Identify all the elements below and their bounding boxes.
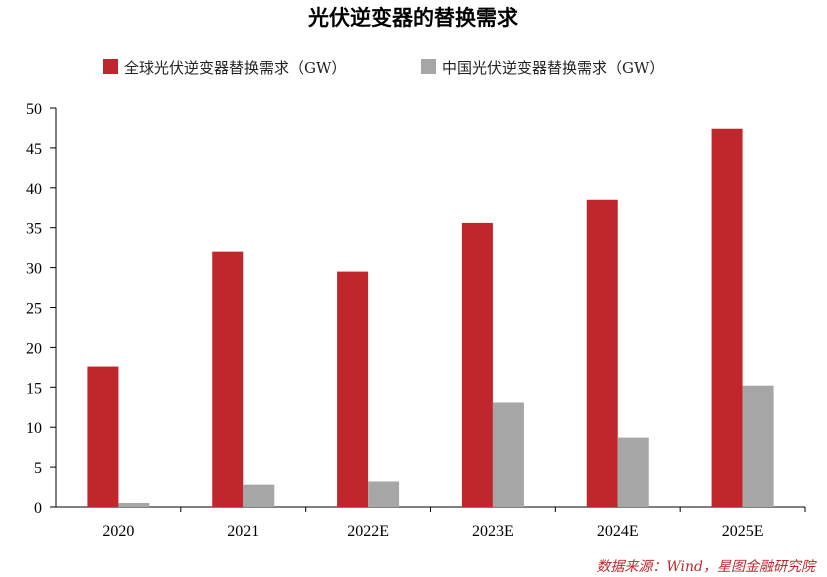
axes bbox=[55, 108, 805, 508]
bar-china-2023E bbox=[492, 402, 524, 507]
y-tick-label: 30 bbox=[26, 261, 42, 278]
y-tick-label: 50 bbox=[26, 101, 42, 118]
x-tick-label: 2024E bbox=[597, 523, 639, 540]
bar-china-2025E bbox=[742, 385, 774, 507]
y-tick-label: 40 bbox=[26, 181, 42, 198]
x-ticks: 2020 2021 2022E 2023E 2024E 2025E bbox=[102, 507, 806, 540]
y-tick-label: 25 bbox=[26, 301, 42, 318]
bar-china-2022E bbox=[368, 481, 400, 507]
x-tick-label: 2022E bbox=[347, 523, 389, 540]
y-tick-label: 15 bbox=[26, 380, 42, 397]
bar-china-2020 bbox=[118, 503, 150, 507]
y-tick-label: 20 bbox=[26, 340, 42, 357]
y-tick-label: 0 bbox=[34, 500, 42, 517]
bars bbox=[87, 128, 774, 508]
source-note: 数据来源：Wind，星图金融研究院 bbox=[596, 559, 817, 575]
bar-global-2021 bbox=[212, 251, 244, 507]
y-ticks: 0 5 10 15 20 25 30 35 40 45 50 bbox=[26, 101, 56, 517]
x-tick-label: 2021 bbox=[227, 523, 259, 540]
legend: 全球光伏逆变器替换需求（GW） 中国光伏逆变器替换需求（GW） bbox=[103, 59, 664, 77]
bar-china-2024E bbox=[617, 437, 649, 507]
legend-swatch-global bbox=[103, 59, 118, 74]
y-tick-label: 5 bbox=[34, 460, 42, 477]
x-tick-label: 2023E bbox=[472, 523, 514, 540]
legend-label-global: 全球光伏逆变器替换需求（GW） bbox=[124, 59, 346, 77]
x-tick-label: 2025E bbox=[722, 523, 764, 540]
bar-global-2025E bbox=[711, 128, 743, 508]
bar-global-2020 bbox=[87, 366, 119, 507]
bar-china-2021 bbox=[243, 484, 275, 507]
y-tick-label: 45 bbox=[26, 141, 42, 158]
bar-global-2023E bbox=[461, 222, 493, 508]
bar-global-2024E bbox=[586, 199, 618, 507]
legend-label-china: 中国光伏逆变器替换需求（GW） bbox=[442, 59, 664, 77]
y-tick-label: 10 bbox=[26, 420, 42, 437]
chart-title: 光伏逆变器的替换需求 bbox=[307, 6, 518, 30]
y-tick-label: 35 bbox=[26, 221, 42, 238]
legend-swatch-china bbox=[421, 59, 436, 74]
bar-global-2022E bbox=[337, 271, 369, 507]
x-tick-label: 2020 bbox=[102, 523, 134, 540]
